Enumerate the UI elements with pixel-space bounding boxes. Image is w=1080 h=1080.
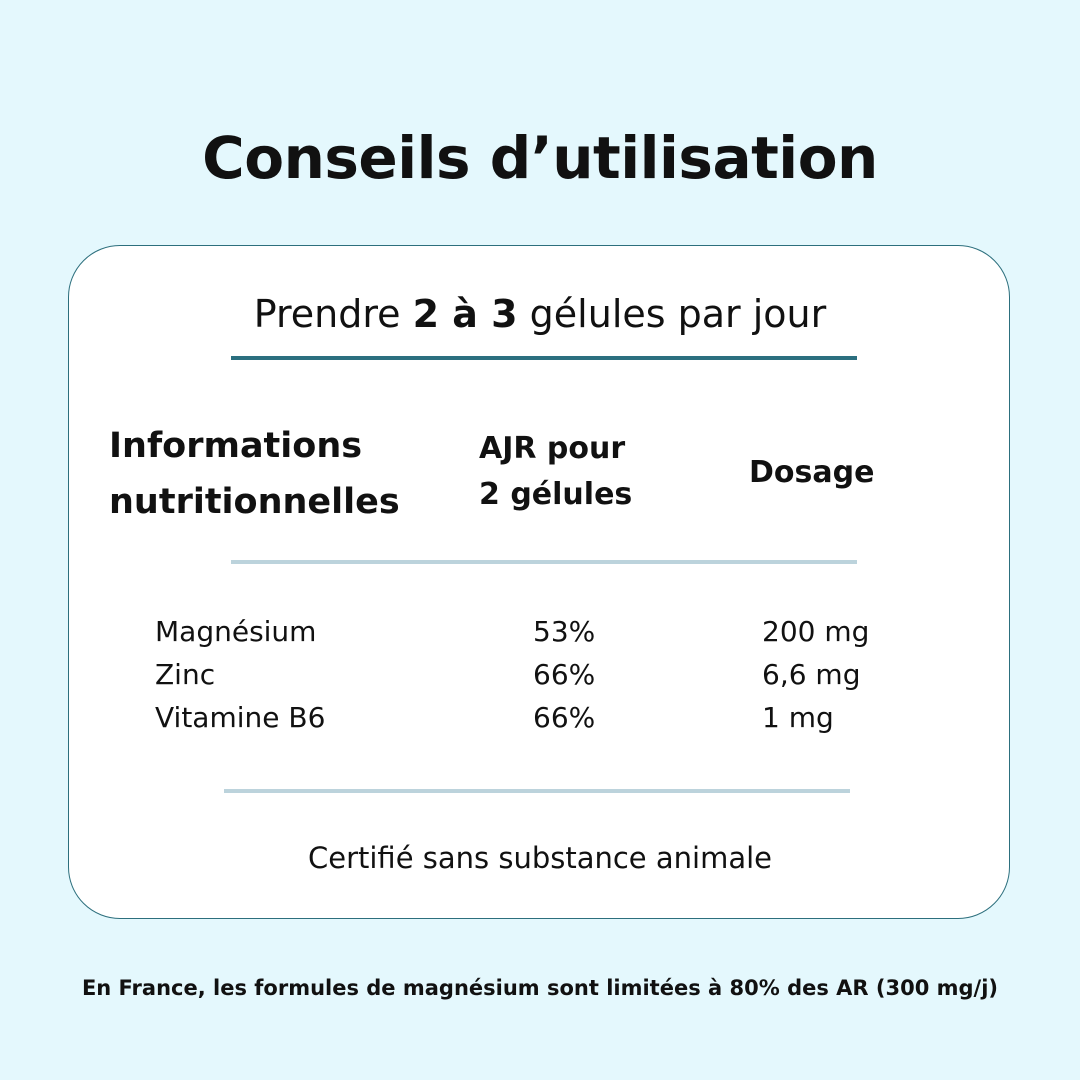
nutrient-dose: 6,6 mg xyxy=(762,658,861,691)
header-ajr-line2: 2 gélules xyxy=(479,477,633,512)
dosage-amount: 2 à 3 xyxy=(412,292,518,336)
header-nutrition-info-line1: Informations xyxy=(109,426,363,466)
nutrient-ajr: 66% xyxy=(533,658,596,691)
certification-note: Certifié sans substance animale xyxy=(307,841,772,875)
nutrient-name: Vitamine B6 xyxy=(155,701,326,734)
nutrient-ajr: 53% xyxy=(533,615,596,648)
dosage-instruction: Prendre 2 à 3 gélules par jour xyxy=(69,288,1011,340)
nutrient-name: Zinc xyxy=(155,658,216,691)
header-nutrition-info-line2: nutritionnelles xyxy=(109,482,400,522)
table-row: Magnésium 53% 200 mg xyxy=(69,610,1011,653)
page-title: Conseils d’utilisation xyxy=(202,124,878,192)
nutrient-dose: 1 mg xyxy=(762,701,834,734)
dosage-divider xyxy=(231,356,857,360)
header-ajr-line1: AJR pour xyxy=(479,431,626,466)
header-dosage: Dosage xyxy=(749,455,875,490)
usage-card: Prendre 2 à 3 gélules par jour Informati… xyxy=(68,245,1010,919)
nutrient-name: Magnésium xyxy=(155,615,317,648)
nutrient-ajr: 66% xyxy=(533,701,596,734)
header-nutrition-info: Informations nutritionnelles xyxy=(109,418,449,530)
regulation-footnote: En France, les formules de magnésium son… xyxy=(81,976,999,1000)
dosage-suffix: gélules par jour xyxy=(517,292,827,336)
header-divider xyxy=(231,560,857,564)
nutrition-table-body: Magnésium 53% 200 mg Zinc 66% 6,6 mg Vit… xyxy=(69,610,1011,739)
table-row: Vitamine B6 66% 1 mg xyxy=(69,696,1011,739)
nutrient-dose: 200 mg xyxy=(762,615,870,648)
table-bottom-divider xyxy=(224,789,850,793)
header-ajr: AJR pour 2 gélules xyxy=(479,426,679,518)
table-row: Zinc 66% 6,6 mg xyxy=(69,653,1011,696)
dosage-prefix: Prendre xyxy=(253,292,413,336)
